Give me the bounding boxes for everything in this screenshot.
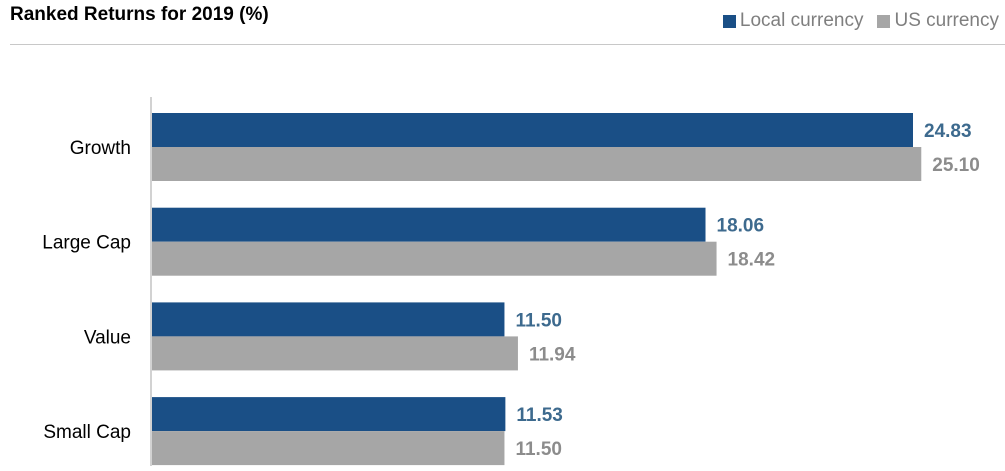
bar-local-growth: [152, 113, 913, 147]
data-label-us-growth: 25.10: [932, 155, 980, 176]
category-label-growth: Growth: [70, 138, 131, 159]
category-label-small-cap: Small Cap: [43, 422, 131, 443]
legend-label-local: Local currency: [739, 10, 864, 31]
bar-us-value: [152, 336, 518, 371]
legend-swatch-us: [877, 14, 891, 28]
category-label-value: Value: [84, 327, 131, 348]
data-label-us-small-cap: 11.50: [515, 439, 562, 460]
bar-us-growth: [152, 147, 922, 181]
chart-title: Ranked Returns for 2019 (%): [10, 4, 269, 25]
data-label-local-value: 11.50: [515, 310, 562, 331]
legend-label-us: US currency: [894, 10, 999, 31]
title-divider: [10, 44, 1005, 45]
data-label-local-small-cap: 11.53: [516, 405, 563, 426]
bar-us-large-cap: [152, 241, 717, 276]
bar-local-value: [152, 302, 505, 337]
bar-local-small-cap: [152, 397, 506, 432]
data-label-us-large-cap: 18.42: [728, 250, 776, 271]
data-label-us-value: 11.94: [529, 344, 576, 365]
legend-item-us: US currency: [877, 10, 999, 32]
legend-swatch-local: [722, 14, 736, 28]
chart-legend: Local currency US currency: [709, 10, 999, 32]
category-label-large-cap: Large Cap: [42, 233, 131, 254]
data-label-local-growth: 24.83: [924, 121, 972, 142]
legend-item-local: Local currency: [722, 10, 864, 32]
bar-local-large-cap: [152, 207, 706, 242]
bar-us-small-cap: [152, 431, 505, 466]
data-label-local-large-cap: 18.06: [717, 216, 765, 237]
